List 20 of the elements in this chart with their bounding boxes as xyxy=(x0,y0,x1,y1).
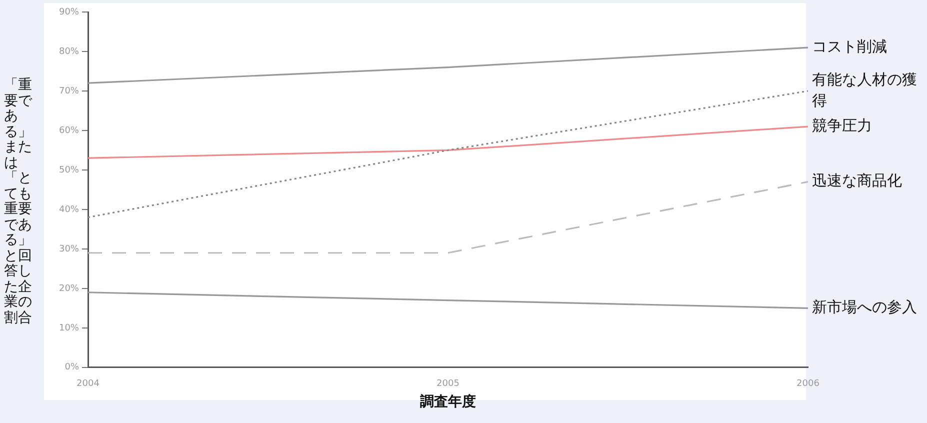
y-tick-label: 20% xyxy=(58,284,80,294)
y-tick-label: 70% xyxy=(58,86,80,96)
y-tick-label: 60% xyxy=(58,126,80,136)
text: 「重要である」または「とても重要である」と回答した企業の割合 xyxy=(4,77,32,326)
y-tick-label: 80% xyxy=(58,46,80,57)
x-axis-title: 調査年度 xyxy=(420,393,476,410)
series-label: コスト削減 xyxy=(812,37,887,56)
y-tick-label: 0% xyxy=(64,362,80,373)
series-label: 有能な人材の獲得 xyxy=(812,70,917,110)
y-tick-label: 40% xyxy=(58,204,80,215)
series-label: 迅速な商品化 xyxy=(812,172,902,190)
y-tick-label: 90% xyxy=(58,7,80,18)
y-tick-label: 50% xyxy=(58,165,80,176)
x-tick-label: 2005 xyxy=(436,379,460,390)
x-tick-label: 2006 xyxy=(796,379,820,390)
x-tick-label: 2004 xyxy=(76,379,100,390)
y-tick-label: 10% xyxy=(58,323,80,334)
series-label: 新市場への参入 xyxy=(812,298,917,316)
series-label: 競争圧力 xyxy=(812,116,872,134)
y-tick-label: 30% xyxy=(58,244,80,254)
